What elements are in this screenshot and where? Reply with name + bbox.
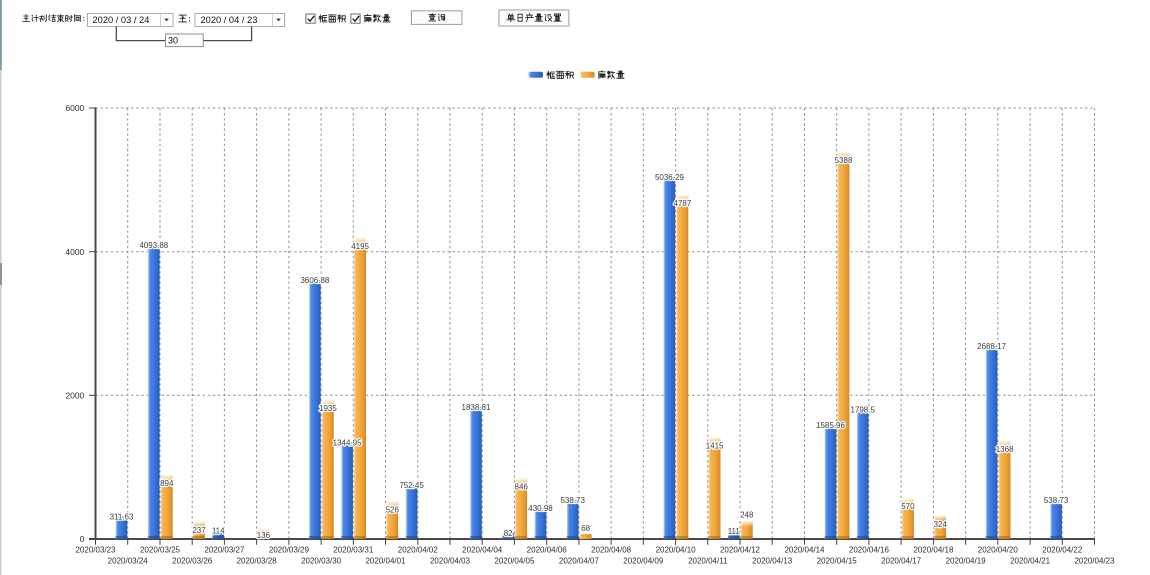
svg-text:538.73: 538.73 bbox=[1044, 496, 1069, 505]
svg-text:248: 248 bbox=[740, 510, 754, 519]
svg-text:2020/04/05: 2020/04/05 bbox=[494, 556, 535, 565]
svg-text:2020/04/13: 2020/04/13 bbox=[752, 556, 793, 565]
svg-text:2020/03/30: 2020/03/30 bbox=[301, 556, 342, 565]
svg-text:2020/04/20: 2020/04/20 bbox=[978, 546, 1019, 555]
svg-text:894: 894 bbox=[160, 479, 174, 488]
svg-text:2020/04/02: 2020/04/02 bbox=[398, 546, 439, 555]
svg-text:2020/04/21: 2020/04/21 bbox=[1010, 556, 1051, 565]
svg-text:237: 237 bbox=[192, 526, 206, 535]
svg-text:4195: 4195 bbox=[351, 242, 369, 251]
svg-text:3606.88: 3606.88 bbox=[300, 276, 329, 285]
svg-text:2020/04/04: 2020/04/04 bbox=[462, 546, 503, 555]
svg-text:5036.29: 5036.29 bbox=[655, 173, 684, 182]
svg-text:2020/04/10: 2020/04/10 bbox=[656, 546, 697, 555]
svg-text:2020/04/19: 2020/04/19 bbox=[946, 556, 987, 565]
svg-text:846: 846 bbox=[515, 482, 529, 491]
svg-text:2020/04/03: 2020/04/03 bbox=[430, 556, 471, 565]
svg-text:2020/04/09: 2020/04/09 bbox=[623, 556, 664, 565]
svg-text:2020/04/23: 2020/04/23 bbox=[1074, 556, 1115, 565]
svg-text:538.73: 538.73 bbox=[560, 496, 585, 505]
svg-text:2020/03/25: 2020/03/25 bbox=[140, 546, 181, 555]
svg-text:4787: 4787 bbox=[674, 199, 692, 208]
svg-text:2020 / 04 / 23: 2020 / 04 / 23 bbox=[201, 15, 258, 25]
svg-text:1415: 1415 bbox=[706, 442, 724, 451]
svg-text:136: 136 bbox=[257, 531, 271, 540]
svg-text:2020/04/14: 2020/04/14 bbox=[784, 546, 825, 555]
svg-text:570: 570 bbox=[901, 502, 915, 511]
svg-text:2020/04/11: 2020/04/11 bbox=[688, 556, 728, 565]
svg-text:68: 68 bbox=[581, 524, 590, 533]
svg-text:1798.5: 1798.5 bbox=[850, 406, 875, 415]
svg-text:5388: 5388 bbox=[835, 156, 853, 165]
svg-text:2688.17: 2688.17 bbox=[977, 342, 1006, 351]
svg-text:1838.81: 1838.81 bbox=[462, 403, 491, 412]
svg-text:2020/04/06: 2020/04/06 bbox=[527, 546, 568, 555]
svg-text:2020/03/31: 2020/03/31 bbox=[333, 546, 374, 555]
svg-text:1344.95: 1344.95 bbox=[333, 438, 362, 447]
svg-text:2020/03/29: 2020/03/29 bbox=[269, 546, 310, 555]
svg-text:111: 111 bbox=[728, 527, 741, 536]
svg-text:2020/04/18: 2020/04/18 bbox=[913, 546, 954, 555]
svg-text:2020/03/23: 2020/03/23 bbox=[75, 546, 116, 555]
svg-text:2020/03/24: 2020/03/24 bbox=[108, 556, 149, 565]
svg-text:2020/04/15: 2020/04/15 bbox=[817, 556, 858, 565]
svg-text:311.63: 311.63 bbox=[110, 513, 134, 522]
svg-text:2020/03/26: 2020/03/26 bbox=[172, 556, 213, 565]
svg-text:2020/03/27: 2020/03/27 bbox=[204, 546, 245, 555]
svg-text:2020/03/28: 2020/03/28 bbox=[237, 556, 278, 565]
svg-text:30: 30 bbox=[168, 35, 178, 45]
svg-text:0: 0 bbox=[80, 534, 85, 544]
svg-text:2020/04/16: 2020/04/16 bbox=[849, 546, 890, 555]
svg-text:324: 324 bbox=[934, 520, 948, 529]
svg-text:114: 114 bbox=[212, 527, 225, 536]
svg-text:4093.88: 4093.88 bbox=[139, 241, 168, 250]
svg-text:2020/04/12: 2020/04/12 bbox=[720, 546, 761, 555]
svg-text:1368: 1368 bbox=[996, 445, 1014, 454]
svg-text:1585.96: 1585.96 bbox=[816, 421, 845, 430]
svg-text:2020/04/08: 2020/04/08 bbox=[591, 546, 632, 555]
svg-text:2020 / 03 / 24: 2020 / 03 / 24 bbox=[93, 15, 150, 25]
svg-text:82: 82 bbox=[504, 529, 513, 538]
svg-text:2020/04/17: 2020/04/17 bbox=[881, 556, 922, 565]
svg-text:430.98: 430.98 bbox=[528, 504, 553, 513]
svg-text:2020/04/07: 2020/04/07 bbox=[559, 556, 600, 565]
svg-text:2000: 2000 bbox=[65, 390, 84, 400]
svg-text:2020/04/22: 2020/04/22 bbox=[1042, 546, 1083, 555]
svg-text:1935: 1935 bbox=[319, 404, 337, 413]
svg-text:2020/04/01: 2020/04/01 bbox=[365, 556, 406, 565]
svg-text:6000: 6000 bbox=[65, 103, 84, 113]
svg-text:752.45: 752.45 bbox=[399, 481, 424, 490]
svg-text:4000: 4000 bbox=[65, 247, 84, 257]
svg-text:526: 526 bbox=[386, 505, 400, 514]
